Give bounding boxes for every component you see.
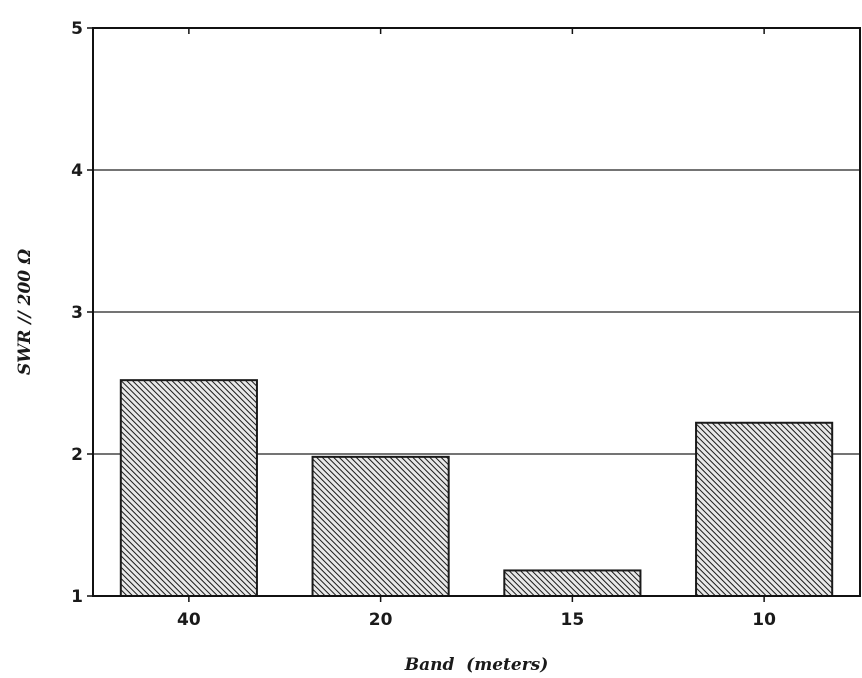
x-axis-title: Band (meters) bbox=[404, 655, 549, 675]
y-axis-title: SWR // 200 Ω bbox=[15, 249, 35, 375]
y-tick-labels: 1 2 3 4 5 bbox=[71, 19, 83, 607]
bars bbox=[119, 379, 834, 598]
bar-40 bbox=[119, 379, 258, 597]
y-tick-label-4: 4 bbox=[71, 161, 83, 181]
x-tick-label-10: 10 bbox=[752, 610, 776, 630]
y-tick-label-5: 5 bbox=[71, 19, 83, 39]
x-tick-label-20: 20 bbox=[369, 610, 393, 630]
y-tick-label-1: 1 bbox=[71, 587, 83, 607]
y-tick-label-3: 3 bbox=[71, 303, 83, 323]
x-tick-label-40: 40 bbox=[177, 610, 201, 630]
x-tick-labels: 40 20 15 10 bbox=[177, 610, 776, 630]
bar-15 bbox=[503, 569, 642, 598]
y-tick-label-2: 2 bbox=[71, 445, 83, 465]
bar-10 bbox=[695, 421, 834, 598]
tick-marks bbox=[87, 27, 765, 602]
bar-20 bbox=[311, 455, 450, 597]
x-tick-label-15: 15 bbox=[561, 610, 585, 630]
